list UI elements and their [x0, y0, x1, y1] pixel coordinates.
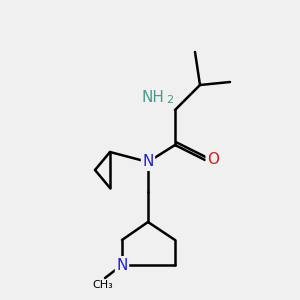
Text: O: O	[207, 152, 219, 167]
Text: N: N	[116, 257, 128, 272]
Text: N: N	[142, 154, 154, 169]
Text: NH: NH	[142, 91, 164, 106]
Text: CH₃: CH₃	[93, 280, 113, 290]
Text: 2: 2	[166, 95, 173, 105]
